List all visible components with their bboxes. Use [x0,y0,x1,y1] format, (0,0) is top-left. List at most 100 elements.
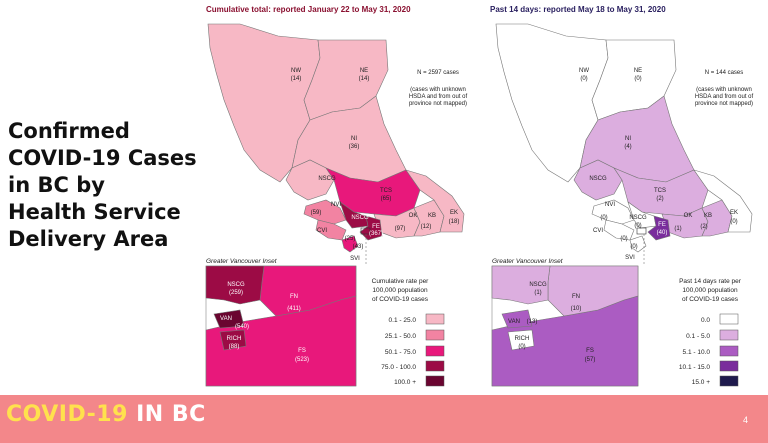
inset-label-fn: FN [572,294,580,300]
legend-item-label: 0.1 - 5.0 [686,333,710,340]
region-value-ne: (0) [634,76,641,82]
inset-nscg-shape [491,265,551,305]
legend-item-label: 100.0 + [394,379,416,386]
legend-swatch [719,329,739,341]
footer-bar: COVID-19 IN BC 4 [0,395,768,443]
legend-title-line: of COVID-19 cases [372,296,429,303]
note-line: (cases with unknown [410,87,466,93]
legend-swatch [425,329,445,341]
region-value-ne: (14) [359,76,370,82]
inset-value-fs: (57) [585,357,596,363]
legend-swatch [719,345,739,357]
region-value-nvi: (59) [311,210,322,216]
region-cvi-shape [603,219,635,241]
region-value-fe: (40) [657,230,668,236]
region-label-cvi: CVI [593,228,603,234]
region-ek-shape [693,169,753,233]
region-value-nw: (14) [291,76,302,82]
region-fe-shape [647,215,671,241]
region-value-tcs: (2) [656,196,663,202]
title-line: Confirmed [8,119,130,143]
region-value-kb: (2) [700,224,707,230]
legend-item-label: 50.1 - 75.0 [385,349,416,356]
region-value-tcs: (65) [381,196,392,202]
region-nvi-shape [591,199,635,225]
note-line: HSDA and from out of [695,94,754,100]
recent-inset: NSCG (1) FN (10) VAN (13) RICH (0) FS (5… [491,265,639,387]
inset-value-nscg: (1) [534,290,541,296]
inset-value-fs: (523) [295,357,309,363]
inset-van-shape [501,309,533,329]
cumulative-legend: Cumulative rate per 100,000 population o… [372,278,445,387]
region-label-ok: OK [409,213,418,219]
recent-map-header: Past 14 days: reported May 18 to May 31,… [490,5,666,14]
inset-value-nscg: (259) [229,290,243,296]
maps-figure: Cumulative total: reported January 22 to… [205,5,754,387]
region-value-kb: (12) [421,224,432,230]
legend-item-label: 15.0 + [692,379,710,386]
page-number: 4 [742,415,748,425]
legend-item-label: 0.1 - 25.0 [389,317,417,324]
region-label-nw: NW [291,68,301,74]
legend-title-line: of COVID-19 cases [682,296,739,303]
region-value-ni: (36) [349,144,360,150]
title-line: in BC by [8,173,105,197]
region-ek-shape [405,169,465,233]
region-label-nw: NW [579,68,589,74]
inset-value-van: (540) [235,324,249,330]
legend-swatch [719,360,739,372]
inset-label-nscg: NSCG [529,282,547,288]
cumulative-map-header: Cumulative total: reported January 22 to… [206,5,411,14]
legend-swatch [425,313,445,325]
legend-swatch [425,345,445,357]
region-label-nscg: NSCG [589,176,607,182]
inset-nscg-shape [205,265,265,305]
recent-legend: Past 14 days rate per 100,000 population… [679,278,742,387]
region-label-tcs: TCS [654,188,666,194]
region-nvi-shape [303,199,347,225]
region-value-ek: (18) [449,219,460,225]
region-value-ek: (0) [730,219,737,225]
region-label-nscg-south: NSCG [629,215,647,221]
cumulative-inset: NSCG (259) FN (411) VAN (540) RICH (88) … [205,265,357,387]
legend-item-label: 75.0 - 100.0 [381,364,416,371]
legend-item-label: 10.1 - 15.0 [679,364,710,371]
legend-title-line: Past 14 days rate per [679,278,742,285]
region-label-tcs: TCS [380,188,392,194]
region-label-svi: SVI [625,255,635,261]
region-label-ne: NE [634,68,642,74]
legend-swatch [719,313,739,325]
region-value-nw: (0) [580,76,587,82]
inset-value-fn: (411) [287,306,301,312]
inset-value-rich: (88) [229,344,240,350]
legend-item-label: 0.0 [701,317,710,324]
region-value-cvi: (25) [345,236,356,242]
region-label-ne: NE [360,68,368,74]
region-label-cvi: CVI [317,228,327,234]
legend-swatch [719,375,739,387]
region-value-nvi: (0) [600,215,607,221]
region-label-nscg: NSCG [318,176,336,182]
region-label-nvi: NVI [331,202,341,208]
inset-rich-shape [507,329,535,351]
inset-label-rich: RICH [515,336,530,342]
inset-marker [636,227,647,235]
brand-part-1: COVID-19 [6,402,128,427]
inset-value-fn: (10) [571,306,582,312]
region-label-nvi: NVI [605,202,615,208]
inset-label-fn: FN [290,294,298,300]
inset-label-nscg: NSCG [227,282,245,288]
note-line: (cases with unknown [696,87,752,93]
region-label-nscg-south: NSCG [351,215,369,221]
case-count: N = 144 cases [705,70,744,76]
inset-label-van: VAN [508,319,520,325]
case-count: N = 2597 cases [417,70,459,76]
region-svi-shape [629,235,647,253]
inset-van-shape [213,309,245,329]
region-label-svi: SVI [350,256,360,262]
legend-title-line: Cumulative rate per [372,278,430,285]
region-label-fe: FE [658,222,666,228]
legend-item-label: 25.1 - 50.0 [385,333,416,340]
brand-part-2: IN BC [136,402,206,427]
inset-label: Greater Vancouver Inset [206,258,278,265]
